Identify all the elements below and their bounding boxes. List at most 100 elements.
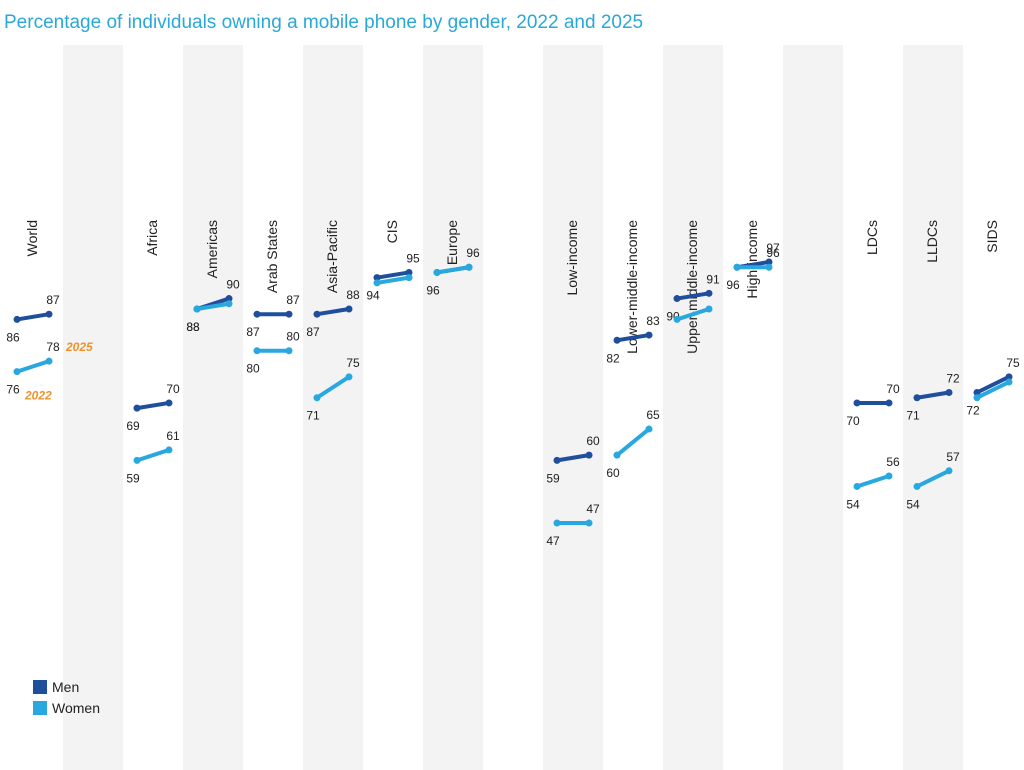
data-label: 76 — [6, 383, 20, 397]
slope-line — [556, 453, 590, 463]
data-label: 59 — [126, 471, 140, 485]
slope-line — [676, 307, 710, 322]
legend-label: Women — [52, 700, 100, 716]
data-label: 60 — [606, 466, 620, 480]
point — [973, 394, 981, 402]
data-label: 71 — [306, 409, 320, 423]
point — [253, 347, 261, 355]
data-label: 96 — [726, 278, 740, 292]
category-label: Africa — [144, 220, 160, 256]
slope-line — [676, 291, 710, 301]
point — [405, 274, 413, 282]
column-band — [903, 45, 963, 770]
category-label: SIDS — [984, 220, 1000, 253]
category-label: LDCs — [864, 220, 880, 255]
data-label: 69 — [126, 419, 140, 433]
slope-line — [976, 375, 1010, 395]
point — [705, 305, 713, 313]
data-label: 71 — [906, 409, 920, 423]
point — [373, 274, 381, 282]
data-label: 80 — [246, 362, 260, 376]
data-label: 88 — [346, 288, 360, 302]
data-label: 80 — [286, 330, 300, 344]
data-label: 70 — [166, 382, 180, 396]
point — [345, 373, 353, 381]
slope-line — [616, 333, 650, 343]
point — [673, 295, 681, 303]
data-label: 54 — [906, 497, 920, 511]
data-label: 57 — [946, 450, 960, 464]
point — [285, 310, 293, 318]
point — [313, 394, 321, 402]
column-band — [303, 45, 363, 770]
category-label: Arab States — [264, 220, 280, 293]
data-label: 88 — [186, 320, 200, 334]
slope-line — [16, 359, 50, 374]
point — [225, 300, 233, 308]
slope-line — [376, 275, 410, 285]
data-label: 96 — [766, 246, 780, 260]
category-label: Asia-Pacific — [324, 220, 340, 293]
point — [705, 289, 713, 297]
category-label: LLDCs — [924, 220, 940, 263]
point — [613, 451, 621, 459]
point — [133, 456, 141, 464]
point — [13, 368, 21, 376]
data-label: 47 — [586, 502, 600, 516]
slope-line — [916, 469, 950, 489]
point — [733, 263, 741, 271]
point — [285, 347, 293, 355]
slope-line — [916, 390, 950, 400]
slope-line — [315, 375, 351, 400]
point — [1005, 373, 1013, 381]
point — [853, 399, 861, 407]
data-label: 75 — [1006, 356, 1020, 370]
category-label: World — [24, 220, 40, 256]
data-label: 86 — [6, 330, 20, 344]
data-label: 96 — [466, 246, 480, 260]
point — [585, 451, 593, 459]
point — [913, 482, 921, 490]
point — [553, 519, 561, 527]
category-label: Low-income — [564, 220, 580, 296]
data-label: 75 — [346, 356, 360, 370]
data-label: 70 — [886, 382, 900, 396]
column-band — [63, 45, 123, 770]
slope-line — [16, 312, 50, 322]
slope-line — [136, 448, 170, 463]
point — [313, 310, 321, 318]
point — [13, 315, 21, 323]
data-label: 60 — [586, 434, 600, 448]
point — [885, 399, 893, 407]
slope-line — [856, 474, 890, 489]
data-label: 65 — [646, 408, 660, 422]
data-label: 90 — [226, 278, 240, 292]
point — [765, 263, 773, 271]
category-label: High-income — [744, 220, 760, 299]
point — [673, 315, 681, 323]
slope-line — [376, 270, 410, 280]
data-label: 61 — [166, 429, 180, 443]
category-label: Upper-middle-income — [684, 220, 700, 354]
period-label: 2025 — [65, 340, 93, 354]
data-label: 87 — [46, 293, 60, 307]
legend-label: Men — [52, 679, 79, 695]
point — [345, 305, 353, 313]
data-label: 47 — [546, 534, 560, 548]
legend-swatch — [33, 701, 47, 715]
data-label: 59 — [546, 471, 560, 485]
slope-line — [976, 380, 1010, 400]
data-label: 72 — [966, 404, 980, 418]
slope-line — [316, 307, 350, 317]
point — [913, 394, 921, 402]
point — [853, 482, 861, 490]
point — [133, 404, 141, 412]
legend-swatch — [33, 680, 47, 694]
category-label: CIS — [384, 220, 400, 243]
column-band — [183, 45, 243, 770]
point — [613, 336, 621, 344]
slope-line — [196, 301, 230, 311]
point — [645, 331, 653, 339]
data-label: 87 — [306, 325, 320, 339]
category-label: Lower-middle-income — [624, 220, 640, 354]
